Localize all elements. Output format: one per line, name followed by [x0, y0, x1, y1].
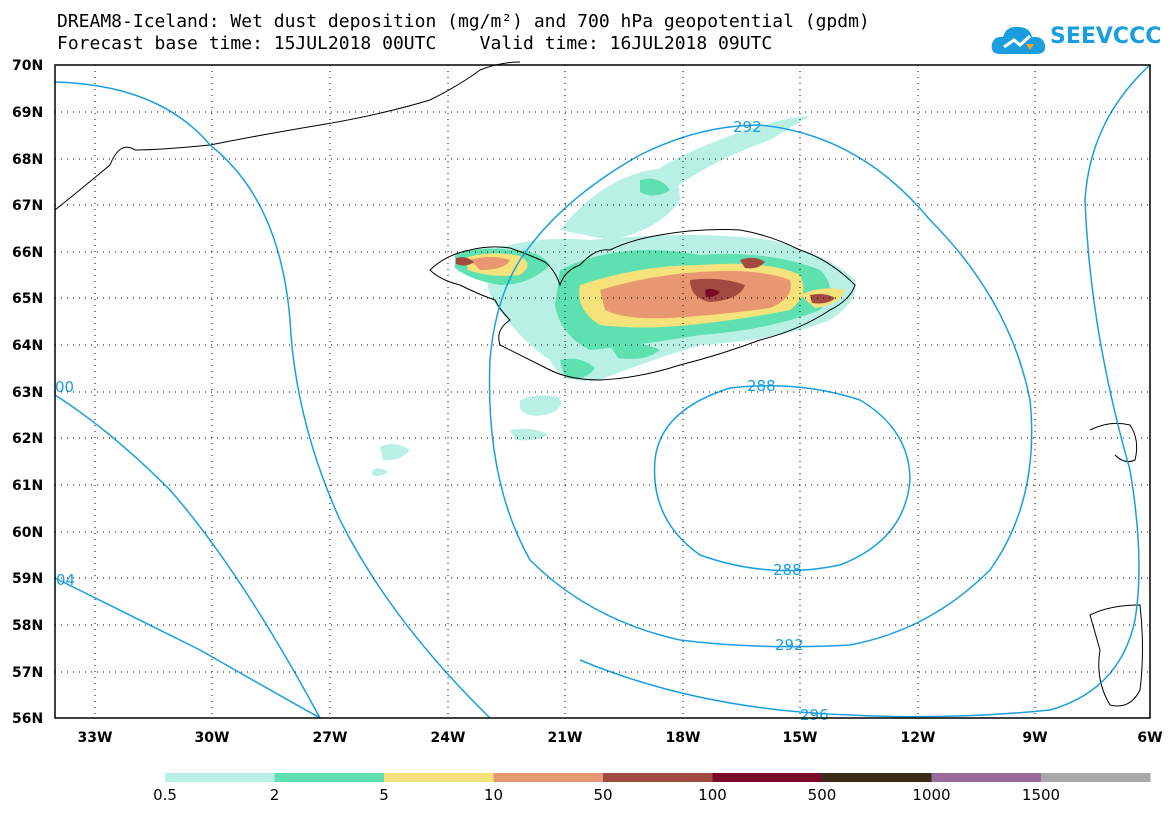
colorbar: 0.5 2 5 10 50 100 500 1000 1500	[153, 773, 1151, 804]
lat-label: 60N	[12, 525, 43, 541]
lon-label: 12W	[901, 730, 936, 746]
logo-text: SEEVCCC	[1050, 24, 1162, 49]
lat-label: 62N	[12, 431, 43, 447]
colorbar-swatch	[274, 773, 384, 782]
colorbar-label: 10	[484, 786, 503, 804]
lat-label: 61N	[12, 478, 43, 494]
lat-label: 59N	[12, 571, 43, 587]
colorbar-swatch	[384, 773, 494, 782]
colorbar-label: 2	[270, 786, 280, 804]
lat-label: 68N	[12, 152, 43, 168]
lon-label: 15W	[783, 730, 818, 746]
contour-label-300-edge: 00	[55, 378, 74, 396]
latitude-labels: 70N 69N 68N 67N 66N 65N 64N 63N 62N 61N …	[12, 58, 43, 727]
coastlines	[54, 61, 1143, 707]
colorbar-swatch	[493, 773, 603, 782]
lon-label: 6W	[1137, 730, 1162, 746]
seevccc-logo: SEEVCCC	[990, 20, 1162, 58]
contour-label-304-edge: 04	[56, 571, 75, 589]
lon-label: 24W	[431, 730, 466, 746]
contour-label-292-top: 292	[733, 118, 762, 136]
lon-label: 18W	[666, 730, 701, 746]
colorbar-swatch	[1041, 773, 1151, 782]
lat-label: 64N	[12, 338, 43, 354]
lon-label: 33W	[78, 730, 113, 746]
lat-label: 63N	[12, 385, 43, 401]
colorbar-swatch	[603, 773, 713, 782]
lat-label: 69N	[12, 105, 43, 121]
colorbar-swatch	[822, 773, 932, 782]
colorbar-swatch	[165, 773, 275, 782]
lat-label: 56N	[12, 711, 43, 727]
contour-label-292-bottom: 292	[775, 636, 804, 654]
lat-label: 58N	[12, 618, 43, 634]
lon-label: 30W	[195, 730, 230, 746]
colorbar-label: 500	[808, 786, 837, 804]
lat-label: 67N	[12, 198, 43, 214]
colorbar-label: 0.5	[153, 786, 177, 804]
lon-label: 21W	[548, 730, 583, 746]
colorbar-label: 5	[379, 786, 389, 804]
map-frame	[54, 64, 1151, 719]
colorbar-label: 1000	[912, 786, 950, 804]
colorbar-swatch	[712, 773, 822, 782]
lat-label: 70N	[12, 58, 43, 74]
map-subtitle: Forecast base time: 15JUL2018 00UTC Vali…	[57, 33, 773, 54]
contour-label-288-bottom: 288	[773, 561, 802, 579]
geopotential-contours	[54, 64, 1151, 719]
colorbar-label: 1500	[1022, 786, 1060, 804]
cloud-icon	[991, 26, 1046, 54]
contour-label-296: 296	[800, 706, 829, 724]
lat-label: 66N	[12, 245, 43, 261]
colorbar-label: 50	[593, 786, 612, 804]
lon-label: 27W	[313, 730, 348, 746]
colorbar-swatch	[931, 773, 1041, 782]
lat-label: 65N	[12, 291, 43, 307]
longitude-labels: 33W 30W 27W 24W 21W 18W 15W 12W 9W 6W	[78, 730, 1163, 746]
graticule	[55, 65, 1150, 718]
lat-label: 57N	[12, 665, 43, 681]
colorbar-label: 100	[698, 786, 727, 804]
lon-label: 9W	[1022, 730, 1047, 746]
map-title: DREAM8-Iceland: Wet dust deposition (mg/…	[57, 11, 870, 32]
contour-label-288-top: 288	[747, 377, 776, 395]
